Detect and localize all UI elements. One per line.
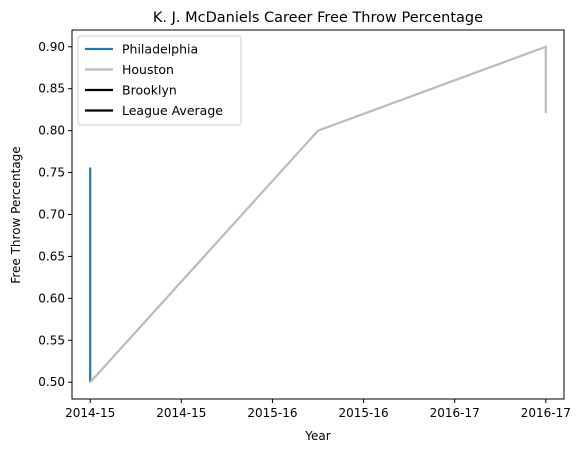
y-tick-label-6: 0.80 xyxy=(38,124,65,138)
x-tick-label-5: 2016-17 xyxy=(521,406,571,420)
y-tick-label-1: 0.55 xyxy=(38,333,65,347)
x-axis: 2014-15 2014-15 2015-16 2015-16 2016-17 2016-… xyxy=(65,399,571,420)
legend-label-2: Brooklyn xyxy=(122,83,177,98)
series-layer xyxy=(89,45,547,383)
y-tick-label-4: 0.70 xyxy=(38,208,65,222)
y-tick-label-2: 0.60 xyxy=(38,291,65,305)
x-axis-label: Year xyxy=(304,429,330,443)
y-tick-label-7: 0.85 xyxy=(38,82,65,96)
series-line-1 xyxy=(89,45,547,383)
y-tick-label-8: 0.90 xyxy=(38,40,65,54)
x-tick-label-1: 2014-15 xyxy=(156,406,206,420)
legend-frame xyxy=(77,35,242,126)
y-axis: 0.50 0.55 0.60 0.65 0.70 0.75 0.80 0.85 0.90 xyxy=(38,40,72,389)
legend-label-1: Houston xyxy=(122,62,174,77)
y-tick-label-5: 0.75 xyxy=(38,166,65,180)
legend-label-0: Philadelphia xyxy=(122,42,198,57)
legend-label-3: League Average xyxy=(122,103,223,118)
x-tick-label-0: 2014-15 xyxy=(65,406,115,420)
legend: Philadelphia Houston Brooklyn League Averag… xyxy=(77,35,242,126)
chart-title: K. J. McDaniels Career Free Throw Percen… xyxy=(153,10,483,26)
y-tick-label-0: 0.50 xyxy=(38,375,65,389)
y-axis-label: Free Throw Percentage xyxy=(9,146,23,283)
x-tick-label-2: 2015-16 xyxy=(247,406,297,420)
x-tick-label-4: 2016-17 xyxy=(430,406,480,420)
x-tick-label-3: 2015-16 xyxy=(338,406,388,420)
y-tick-label-3: 0.65 xyxy=(38,249,65,263)
